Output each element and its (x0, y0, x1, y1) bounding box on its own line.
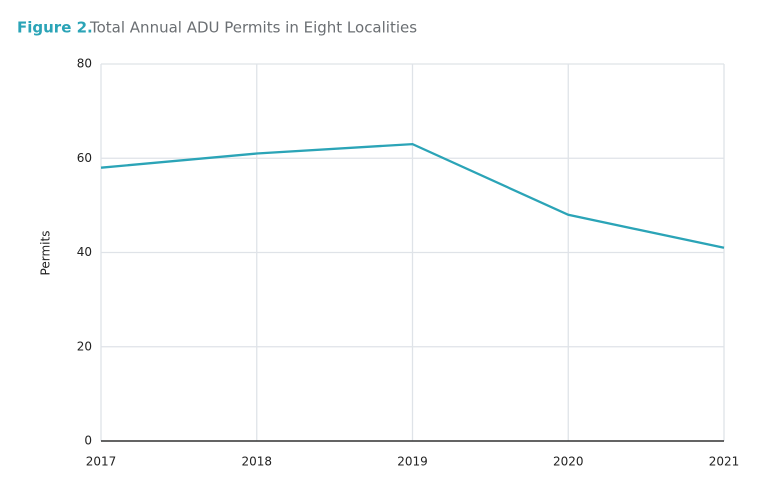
x-tick-label: 2020 (553, 455, 584, 469)
x-tick-label: 2019 (397, 455, 428, 469)
data-line (100, 142, 725, 249)
y-tick-label: 80 (77, 57, 92, 71)
chart-title: Total Annual ADU Permits in Eight Locali… (89, 19, 417, 37)
x-tick-label: 2017 (86, 455, 117, 469)
y-tick-label: 40 (77, 245, 92, 259)
y-tick-label: 20 (77, 339, 92, 353)
figure-label: Figure 2. (17, 19, 93, 37)
y-tick-label: 0 (84, 434, 92, 448)
x-tick-label: 2018 (241, 455, 272, 469)
y-tick-label: 60 (77, 151, 92, 165)
y-axis-label: Permits (39, 231, 53, 276)
x-tick-label: 2021 (709, 455, 740, 469)
